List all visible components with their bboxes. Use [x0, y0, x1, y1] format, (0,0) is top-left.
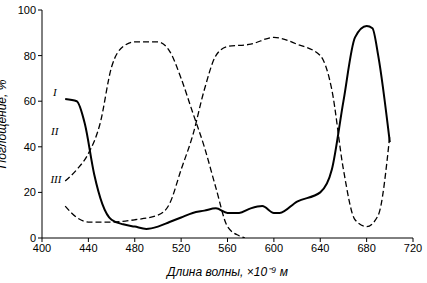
svg-text:60: 60	[24, 95, 36, 107]
svg-text:I: I	[52, 86, 58, 98]
svg-text:640: 640	[311, 242, 329, 254]
svg-text:560: 560	[218, 242, 236, 254]
svg-text:20: 20	[24, 186, 36, 198]
svg-text:720: 720	[404, 242, 419, 254]
svg-text:600: 600	[265, 242, 283, 254]
svg-text:Поглощение, %: Поглощение, %	[8, 79, 9, 168]
svg-text:II: II	[50, 125, 60, 137]
svg-text:400: 400	[32, 241, 52, 254]
svg-text:40: 40	[24, 141, 36, 153]
svg-text:III: III	[49, 173, 62, 185]
svg-text:680: 680	[357, 242, 375, 254]
svg-text:100: 100	[18, 4, 36, 16]
svg-text:80: 80	[24, 50, 36, 62]
svg-text:0: 0	[30, 232, 36, 244]
svg-text:480: 480	[126, 242, 144, 254]
svg-text:Длина волны, ×10⁻⁹ м: Длина волны, ×10⁻⁹ м	[165, 265, 288, 279]
svg-text:440: 440	[79, 242, 97, 254]
svg-text:520: 520	[172, 242, 190, 254]
